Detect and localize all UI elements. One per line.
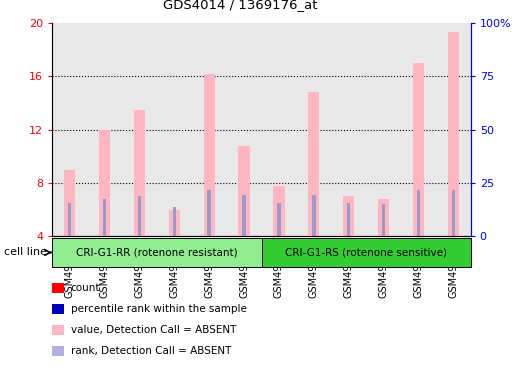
Bar (378, 199, 389, 236)
Bar (134, 109, 145, 236)
Bar (308, 92, 320, 236)
Bar (99, 129, 110, 236)
Text: value, Detection Call = ABSENT: value, Detection Call = ABSENT (71, 325, 236, 335)
Bar (274, 185, 285, 236)
Text: cell line: cell line (4, 247, 47, 258)
Bar (413, 63, 424, 236)
Bar (173, 207, 176, 236)
Text: percentile rank within the sample: percentile rank within the sample (71, 304, 246, 314)
Bar (448, 32, 459, 236)
Bar (103, 199, 106, 236)
Bar (382, 204, 385, 236)
Text: count: count (71, 283, 100, 293)
Bar (68, 203, 72, 236)
Bar (347, 203, 350, 236)
Bar (242, 195, 246, 236)
Bar (343, 196, 354, 236)
Bar (312, 195, 315, 236)
Bar (169, 210, 180, 236)
Text: rank, Detection Call = ABSENT: rank, Detection Call = ABSENT (71, 346, 231, 356)
Bar (64, 170, 75, 236)
Bar (138, 196, 141, 236)
Bar (451, 190, 455, 236)
Bar (203, 74, 215, 236)
Bar (238, 146, 249, 236)
Bar (417, 190, 420, 236)
Bar (277, 203, 281, 236)
Text: CRI-G1-RS (rotenone sensitive): CRI-G1-RS (rotenone sensitive) (285, 247, 447, 258)
Text: GDS4014 / 1369176_at: GDS4014 / 1369176_at (163, 0, 318, 12)
Bar (208, 190, 211, 236)
Text: CRI-G1-RR (rotenone resistant): CRI-G1-RR (rotenone resistant) (76, 247, 238, 258)
